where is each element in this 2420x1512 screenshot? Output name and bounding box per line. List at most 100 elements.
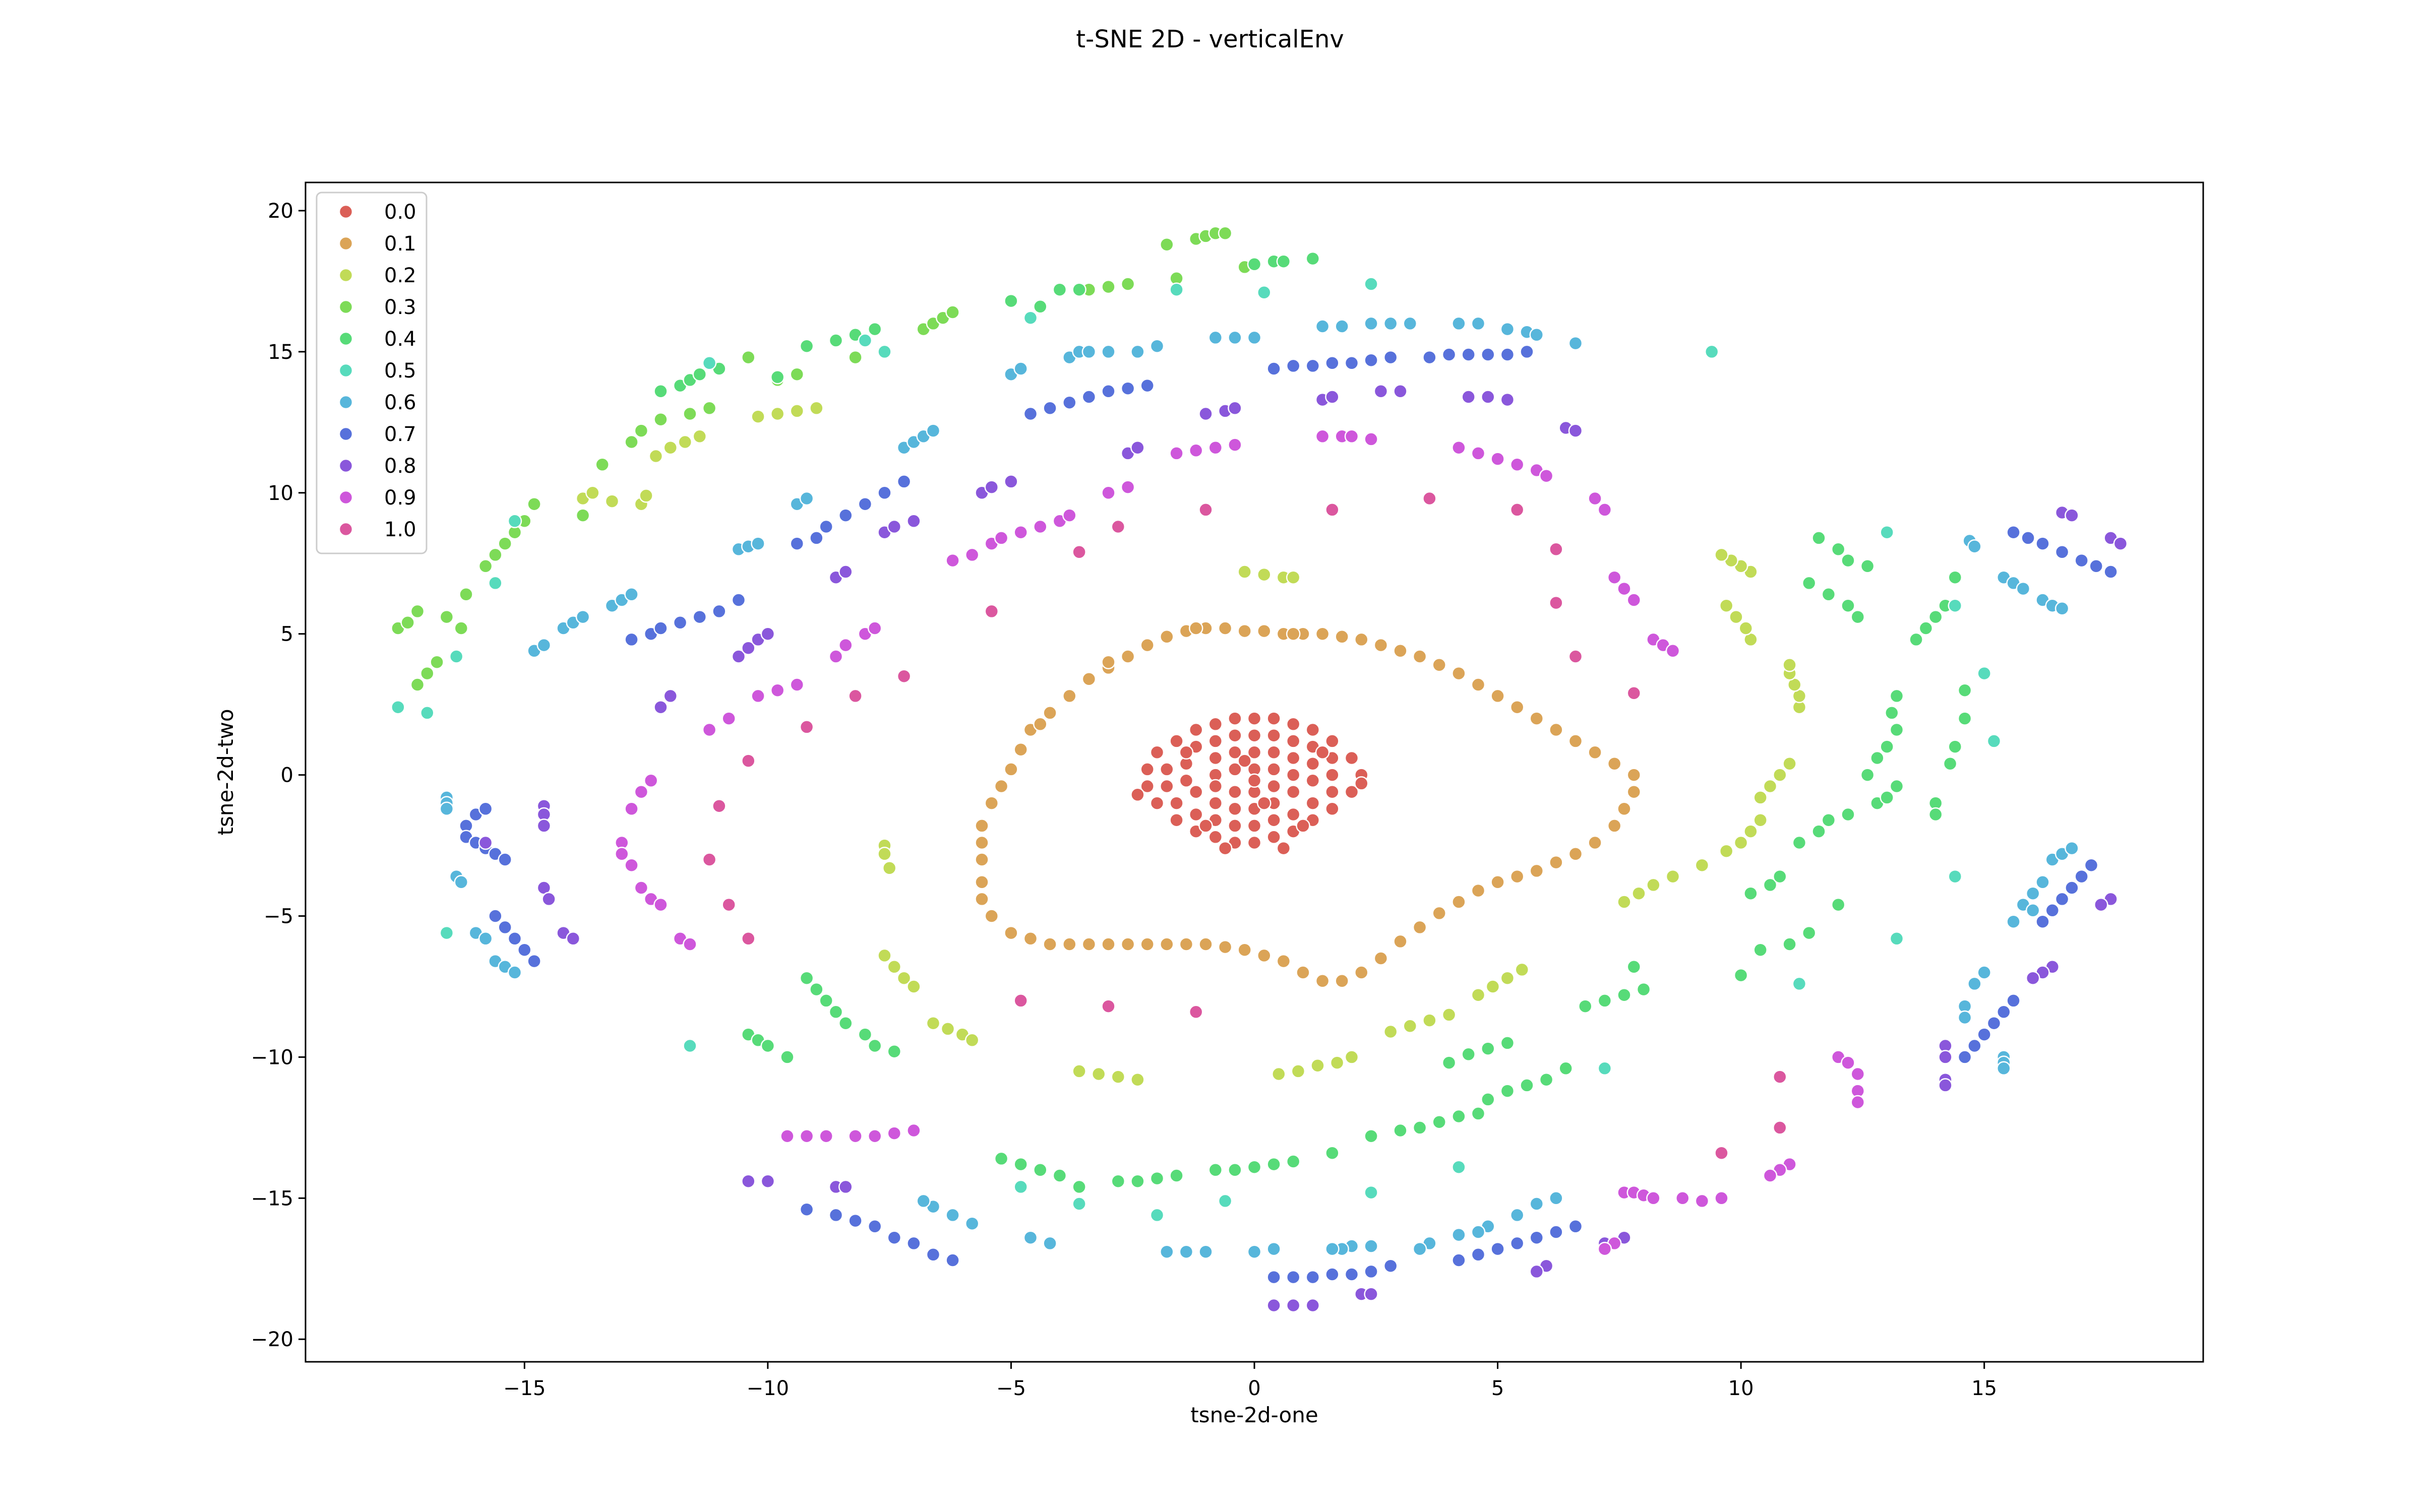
data-point	[1763, 1168, 1778, 1183]
data-point	[604, 494, 620, 509]
data-point	[1120, 937, 1135, 952]
data-point	[1432, 906, 1446, 921]
data-point	[1880, 739, 1894, 754]
data-point	[858, 333, 873, 348]
data-point	[1081, 937, 1097, 952]
data-point	[1208, 440, 1223, 455]
data-point	[1568, 847, 1583, 861]
data-point	[2035, 914, 2050, 929]
data-point	[1266, 1298, 1281, 1313]
data-point	[1626, 593, 1642, 607]
data-point	[1169, 282, 1184, 297]
data-point	[1160, 937, 1174, 952]
data-point	[1617, 895, 1631, 909]
data-point	[1296, 818, 1310, 833]
data-point	[906, 514, 921, 529]
data-point	[1432, 1114, 1446, 1129]
data-point	[1529, 1264, 1544, 1279]
data-point	[1364, 1239, 1378, 1253]
data-point	[1451, 1109, 1466, 1124]
data-point	[1344, 1050, 1359, 1064]
data-point	[984, 796, 999, 810]
data-point	[2016, 581, 2031, 596]
data-point	[1500, 322, 1515, 337]
data-point	[1198, 937, 1213, 952]
data-point	[1004, 925, 1018, 940]
data-point	[663, 688, 678, 704]
data-point	[527, 496, 541, 512]
legend-item: 0.0	[338, 201, 416, 224]
data-point	[1967, 976, 1982, 991]
data-point	[1918, 621, 1933, 636]
data-point	[1228, 801, 1242, 816]
data-point	[1130, 344, 1145, 359]
data-point	[877, 344, 892, 359]
data-point	[1549, 542, 1563, 557]
data-point	[799, 1202, 814, 1217]
data-point	[2025, 971, 2040, 985]
data-point	[1422, 350, 1437, 365]
data-point	[1305, 756, 1320, 771]
data-point	[1081, 390, 1097, 404]
data-point	[1023, 310, 1038, 325]
data-point	[683, 1038, 697, 1053]
data-point	[1841, 807, 1855, 822]
data-point	[1451, 1160, 1466, 1174]
data-point	[1140, 762, 1155, 777]
data-point	[2074, 869, 2089, 884]
data-point	[1286, 570, 1301, 585]
data-point	[1821, 812, 1836, 828]
data-point	[809, 531, 824, 545]
data-point	[1928, 807, 1943, 822]
data-point	[770, 370, 785, 385]
data-point	[1631, 886, 1646, 901]
data-point	[1169, 796, 1184, 810]
data-point	[1013, 742, 1028, 757]
data-point	[2025, 886, 2040, 901]
data-point	[1451, 1253, 1466, 1268]
data-point	[1422, 491, 1437, 506]
data-point	[1967, 539, 1982, 554]
data-point	[1714, 1191, 1729, 1206]
legend-item: 0.6	[338, 391, 416, 414]
data-point	[1733, 835, 1748, 850]
data-point	[1286, 1298, 1301, 1313]
data-point	[1509, 502, 1525, 517]
data-point	[1160, 779, 1174, 794]
data-point	[887, 1230, 902, 1245]
data-point	[1977, 666, 1991, 681]
legend-label: 0.9	[384, 486, 416, 510]
legend-item: 1.0	[338, 518, 416, 541]
data-point	[1441, 1055, 1457, 1070]
data-point	[449, 649, 464, 664]
data-point	[1150, 1208, 1165, 1223]
data-point	[780, 1050, 795, 1064]
data-point	[1208, 830, 1223, 845]
data-point	[1130, 1174, 1145, 1188]
data-point	[1607, 756, 1622, 771]
data-point	[896, 474, 912, 489]
data-point	[1296, 965, 1310, 980]
data-point	[1291, 1064, 1306, 1079]
data-point	[1228, 437, 1242, 452]
data-point	[828, 649, 843, 664]
data-point	[1179, 745, 1194, 760]
data-point	[1821, 587, 1836, 602]
data-point	[1792, 835, 1807, 850]
data-point	[1344, 356, 1359, 370]
data-point	[1325, 502, 1340, 517]
data-point	[1179, 937, 1194, 952]
data-point	[1228, 745, 1242, 760]
data-point	[838, 1179, 853, 1194]
legend-item: 0.2	[338, 264, 416, 287]
legend-marker	[338, 204, 353, 219]
data-point	[1335, 319, 1349, 334]
data-point	[1773, 869, 1787, 884]
data-point	[1344, 784, 1359, 799]
data-point	[1286, 626, 1301, 641]
data-point	[984, 909, 999, 923]
data-point	[1062, 508, 1077, 523]
data-point	[780, 1128, 795, 1144]
data-point	[799, 491, 814, 506]
data-point	[624, 801, 639, 816]
